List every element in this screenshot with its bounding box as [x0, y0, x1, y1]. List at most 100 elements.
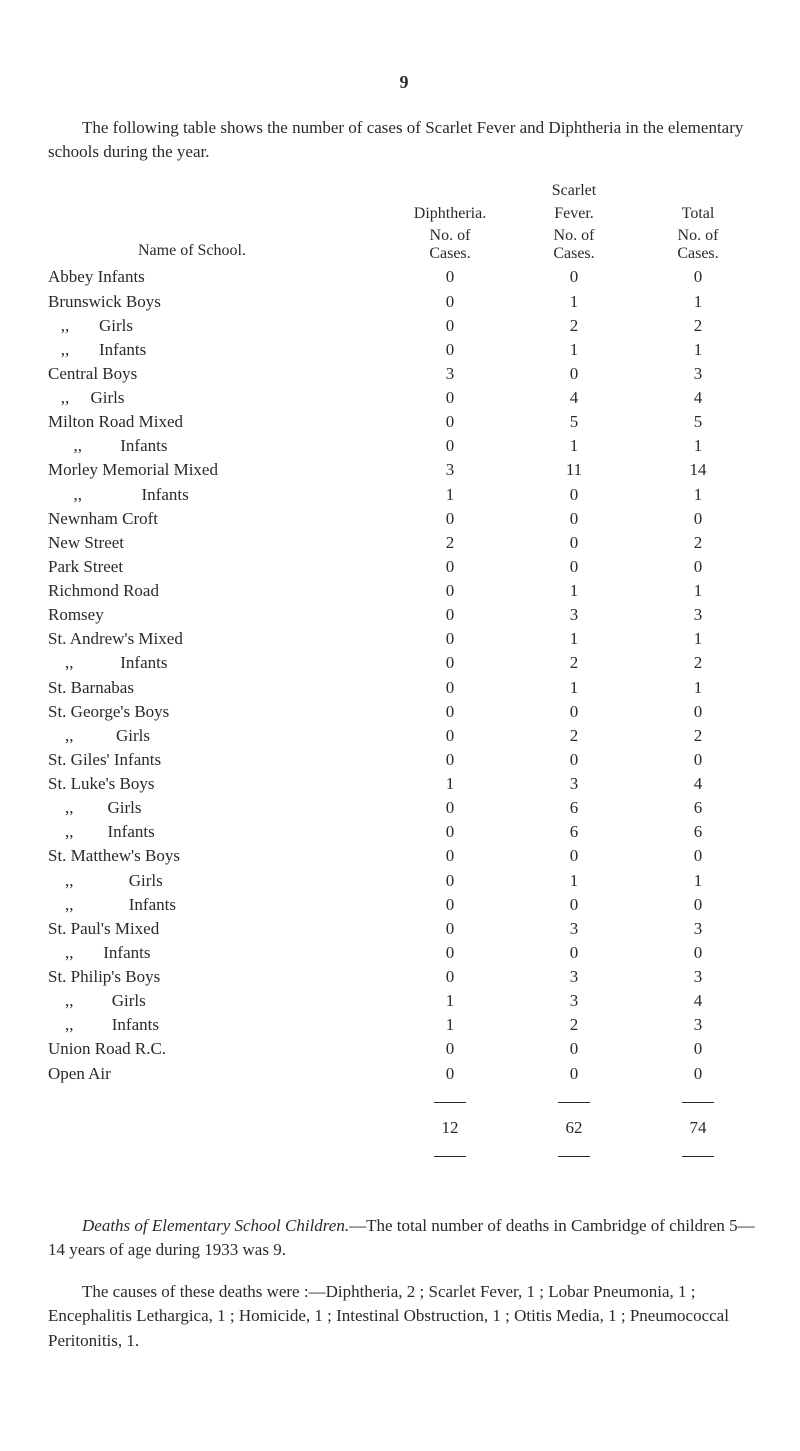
table-row: ,, Girls044 — [48, 386, 760, 410]
table-cell: 2 — [636, 314, 760, 338]
table-row: ,, Infants000 — [48, 893, 760, 917]
table-cell: 0 — [512, 1037, 636, 1061]
table-cell: 0 — [388, 627, 512, 651]
table-cell: 2 — [512, 1013, 636, 1037]
table-cell: 3 — [512, 603, 636, 627]
table-row: St. Giles' Infants000 — [48, 748, 760, 772]
table-cell: 3 — [512, 965, 636, 989]
table-cell: 1 — [512, 627, 636, 651]
school-name-text: ,, Infants — [48, 822, 155, 841]
school-name-text: Union Road R.C. — [48, 1039, 166, 1058]
table-cell: 0 — [388, 676, 512, 700]
table-cell: 0 — [636, 265, 760, 289]
table-row: New Street202 — [48, 531, 760, 555]
school-name-text: Brunswick Boys — [48, 292, 161, 311]
table-row: Abbey Infants000 — [48, 265, 760, 289]
cases-table: Scarlet Diphtheria. Fever. Total No. of … — [48, 180, 760, 1168]
table-cell: 3 — [636, 362, 760, 386]
school-name-text: ,, Infants — [48, 436, 167, 455]
table-row: St. Philip's Boys033 — [48, 965, 760, 989]
table-cell: 0 — [636, 507, 760, 531]
school-name-text: St. Andrew's Mixed — [48, 629, 183, 648]
table-cell: 0 — [388, 724, 512, 748]
school-name-cell: St. Andrew's Mixed — [48, 627, 388, 651]
table-header-row2: Diphtheria. Fever. Total — [48, 203, 760, 226]
school-name-cell: ,, Girls — [48, 386, 388, 410]
intro-paragraph: The following table shows the number of … — [48, 116, 760, 164]
table-cell: 3 — [636, 965, 760, 989]
school-name-cell: Union Road R.C. — [48, 1037, 388, 1061]
table-row: Union Road R.C.000 — [48, 1037, 760, 1061]
school-name-text: St. Philip's Boys — [48, 967, 160, 986]
school-name-cell: ,, Infants — [48, 483, 388, 507]
school-name-cell: St. Luke's Boys — [48, 772, 388, 796]
table-cell: 3 — [512, 772, 636, 796]
table-row: Milton Road Mixed055 — [48, 410, 760, 434]
school-name-text: Central Boys — [48, 364, 137, 383]
table-cell: 0 — [512, 265, 636, 289]
table-cell: 0 — [512, 893, 636, 917]
table-row: St. Matthew's Boys000 — [48, 844, 760, 868]
school-name-text: New Street — [48, 533, 124, 552]
table-row: Open Air000 — [48, 1062, 760, 1086]
school-name-cell: ,, Girls — [48, 314, 388, 338]
school-name-cell: Newnham Croft — [48, 507, 388, 531]
table-cell: 3 — [636, 917, 760, 941]
school-name-text: ,, Girls — [48, 726, 150, 745]
table-row: ,, Girls134 — [48, 989, 760, 1013]
table-row: ,, Infants123 — [48, 1013, 760, 1037]
deaths-heading: Deaths of Elementary School Children. — [82, 1216, 349, 1235]
school-name-cell: ,, Infants — [48, 893, 388, 917]
table-cell: 1 — [636, 579, 760, 603]
school-name-text: Romsey — [48, 605, 104, 624]
school-name-cell: Park Street — [48, 555, 388, 579]
school-name-text: St. Barnabas — [48, 678, 134, 697]
table-cell: 1 — [512, 676, 636, 700]
table-row: St. Andrew's Mixed011 — [48, 627, 760, 651]
table-row: ,, Girls022 — [48, 314, 760, 338]
table-cell: 0 — [512, 844, 636, 868]
school-name-text: ,, Infants — [48, 485, 189, 504]
table-cell: 2 — [512, 314, 636, 338]
table-cell: 1 — [388, 989, 512, 1013]
school-name-text: St. Giles' Infants — [48, 750, 161, 769]
table-cell: 0 — [388, 941, 512, 965]
table-row: Park Street000 — [48, 555, 760, 579]
school-name-text: ,, Infants — [48, 895, 176, 914]
table-cell: 0 — [636, 1037, 760, 1061]
school-name-text: ,, Girls — [48, 871, 163, 890]
school-name-text: St. Matthew's Boys — [48, 846, 180, 865]
table-row: ,, Girls011 — [48, 869, 760, 893]
school-name-text: Richmond Road — [48, 581, 159, 600]
school-name-cell: ,, Girls — [48, 869, 388, 893]
table-cell: 0 — [512, 1062, 636, 1086]
table-cell: 0 — [512, 700, 636, 724]
table-cell: 0 — [636, 893, 760, 917]
school-name-cell: ,, Girls — [48, 724, 388, 748]
school-name-cell: ,, Girls — [48, 989, 388, 1013]
table-row: Richmond Road011 — [48, 579, 760, 603]
table-cell: 0 — [388, 314, 512, 338]
table-row: ,, Infants022 — [48, 651, 760, 675]
table-row: Brunswick Boys011 — [48, 290, 760, 314]
school-name-cell: Morley Memorial Mixed — [48, 458, 388, 482]
table-row: St. Barnabas011 — [48, 676, 760, 700]
table-cell: 0 — [388, 965, 512, 989]
table-cell: 3 — [636, 1013, 760, 1037]
table-cell: 3 — [388, 458, 512, 482]
table-cell: 0 — [388, 1037, 512, 1061]
table-cell: 0 — [388, 338, 512, 362]
table-cell: 2 — [636, 531, 760, 555]
table-cell: 14 — [636, 458, 760, 482]
total-all: 74 — [636, 1116, 760, 1140]
school-name-cell: Open Air — [48, 1062, 388, 1086]
school-name-cell: ,, Infants — [48, 941, 388, 965]
table-cell: 5 — [636, 410, 760, 434]
table-cell: 1 — [512, 579, 636, 603]
table-cell: 0 — [388, 796, 512, 820]
table-cell: 0 — [388, 820, 512, 844]
school-name-cell: St. Barnabas — [48, 676, 388, 700]
table-cell: 0 — [388, 917, 512, 941]
table-row: ,, Infants011 — [48, 434, 760, 458]
school-name-cell: Milton Road Mixed — [48, 410, 388, 434]
